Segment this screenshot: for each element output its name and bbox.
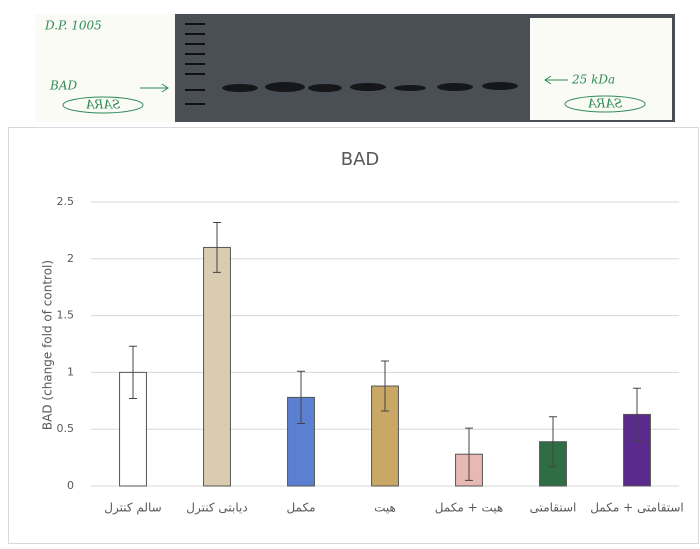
x-tick-label: دیابتی کنترل [186,501,247,516]
chart-title: BAD [341,149,380,170]
page: D.P. 1005 BAD SARA 25 kDa SARA BAD BAD (… [0,0,700,545]
bar [204,247,231,486]
y-axis-label: BAD (change fold of control) [41,260,55,430]
blot-protein: BAD [49,79,77,93]
x-tick-label: استقامتی + مکمل [590,501,684,515]
x-tick-label: هیت + مکمل [435,501,504,515]
y-tick-label: 2 [67,252,74,265]
y-tick-label: 1 [67,365,74,378]
x-tick-label: سالم کنترل [104,501,161,516]
blot-marker: 25 kDa [571,73,615,87]
y-tick-label: 1.5 [57,309,75,322]
blot-sample: D.P. 1005 [44,19,102,33]
y-tick-label: 0.5 [57,422,75,435]
blot-tag: SARA [587,97,622,111]
x-tick-label: هیت [374,501,396,515]
y-tick-label: 2.5 [57,195,75,208]
blot-tag: SARA [85,98,120,112]
chart-frame [9,128,699,544]
western-blot: D.P. 1005 BAD SARA 25 kDa SARA [35,14,675,122]
x-tick-label: مکمل [286,501,315,515]
y-tick-label: 0 [67,479,74,492]
x-tick-label: استقامتی [530,501,577,515]
